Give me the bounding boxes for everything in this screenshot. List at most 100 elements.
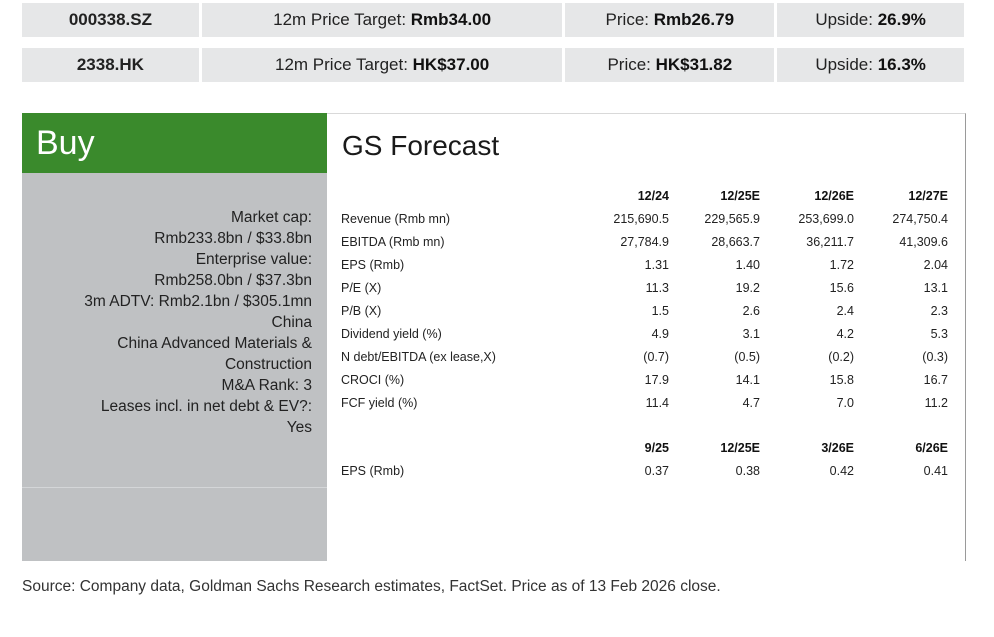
price-target: 12m Price Target: HK$37.00 [201, 48, 563, 82]
cell-value: 2.3 [930, 303, 948, 318]
cell-value: 0.38 [735, 463, 760, 478]
info-line: China [271, 314, 313, 331]
cell-value: 4.7 [742, 395, 760, 410]
table-row: EPS (Rmb) 0.37 0.38 0.42 0.41 [341, 459, 948, 482]
company-info-panel: Buy Market cap: Rmb233.8bn / $33.8bn Ent… [22, 113, 327, 561]
cell-value: 11.2 [924, 395, 948, 410]
price-target-value: HK$37.00 [412, 55, 490, 74]
table-header-row: 9/25 12/25E 3/26E 6/26E [341, 436, 948, 459]
rating-badge: Buy [22, 113, 327, 173]
info-line: Rmb258.0bn / $37.3bn [154, 272, 312, 289]
column-header: 9/25 [644, 440, 669, 455]
table-row: EPS (Rmb) 1.31 1.40 1.72 2.04 [341, 253, 948, 276]
cell-value: 4.9 [651, 326, 669, 341]
company-info-list: Market cap: Rmb233.8bn / $33.8bn Enterpr… [22, 207, 312, 438]
cell-value: 5.3 [930, 326, 948, 341]
cell-value: 41,309.6 [899, 234, 948, 249]
current-price: Price: HK$31.82 [565, 48, 775, 82]
table-header-row: 12/24 12/25E 12/26E 12/27E [341, 184, 948, 207]
price-label: Price: [607, 55, 656, 74]
cell-value: 253,699.0 [798, 211, 854, 226]
ticker-row: 000338.SZ 12m Price Target: Rmb34.00 Pri… [22, 3, 964, 37]
price-target-label: 12m Price Target: [275, 55, 413, 74]
cell-value: 274,750.4 [892, 211, 948, 226]
cell-value: 16.7 [923, 372, 948, 387]
table-row: CROCI (%) 17.9 14.1 15.8 16.7 [341, 368, 948, 391]
upside: Upside: 16.3% [777, 48, 964, 82]
cell-value: 4.2 [836, 326, 854, 341]
cell-value: 27,784.9 [620, 234, 669, 249]
table-row: EBITDA (Rmb mn) 27,784.9 28,663.7 36,211… [341, 230, 948, 253]
cell-value: 3.1 [742, 326, 760, 341]
table-row: Revenue (Rmb mn) 215,690.5 229,565.9 253… [341, 207, 948, 230]
cell-value: (0.2) [828, 349, 854, 364]
table-row: FCF yield (%) 11.4 4.7 7.0 11.2 [341, 391, 948, 414]
cell-value: 2.4 [836, 303, 854, 318]
forecast-title: GS Forecast [342, 130, 500, 161]
price-label: Price: [605, 10, 654, 29]
row-label: P/E (X) [341, 280, 382, 295]
upside-value: 26.9% [877, 10, 926, 29]
cell-value: 36,211.7 [806, 234, 854, 249]
cell-value: 0.42 [829, 463, 854, 478]
info-line: Enterprise value: [195, 251, 312, 268]
row-label: EPS (Rmb) [341, 257, 405, 272]
annual-forecast-table: 12/24 12/25E 12/26E 12/27E Revenue (Rmb … [341, 184, 948, 414]
row-label: N debt/EBITDA (ex lease,X) [341, 349, 496, 364]
upside-label: Upside: [815, 10, 878, 29]
column-header: 12/27E [908, 188, 948, 203]
cell-value: 28,663.7 [711, 234, 760, 249]
cell-value: 0.37 [644, 463, 669, 478]
quarterly-forecast-table: 9/25 12/25E 3/26E 6/26E EPS (Rmb) 0.37 0… [341, 436, 948, 482]
table-row: N debt/EBITDA (ex lease,X) (0.7) (0.5) (… [341, 345, 948, 368]
price-value: Rmb26.79 [653, 10, 735, 29]
info-line: Yes [286, 419, 312, 436]
ticker-symbol: 000338.SZ [22, 3, 199, 37]
upside-value: 16.3% [877, 55, 926, 74]
cell-value: 1.40 [735, 257, 760, 272]
current-price: Price: Rmb26.79 [565, 3, 775, 37]
row-label: FCF yield (%) [341, 395, 418, 410]
cell-value: 215,690.5 [613, 211, 669, 226]
info-line: 3m ADTV: Rmb2.1bn / $305.1mn [84, 293, 312, 310]
cell-value: 229,565.9 [704, 211, 760, 226]
ticker-symbol: 2338.HK [22, 48, 199, 82]
cell-value: 0.41 [923, 463, 948, 478]
row-label: Dividend yield (%) [341, 326, 442, 341]
column-header: 12/25E [720, 188, 760, 203]
divider [22, 487, 327, 488]
cell-value: 1.5 [651, 303, 669, 318]
column-header: 12/24 [637, 188, 669, 203]
cell-value: 2.6 [742, 303, 760, 318]
info-line: Rmb233.8bn / $33.8bn [154, 230, 312, 247]
row-label: EBITDA (Rmb mn) [341, 234, 445, 249]
price-value: HK$31.82 [655, 55, 733, 74]
cell-value: 13.1 [923, 280, 948, 295]
row-label: Revenue (Rmb mn) [341, 211, 451, 226]
ticker-row: 2338.HK 12m Price Target: HK$37.00 Price… [22, 48, 964, 82]
cell-value: 11.3 [645, 280, 669, 295]
row-label: CROCI (%) [341, 372, 405, 387]
price-target: 12m Price Target: Rmb34.00 [201, 3, 563, 37]
info-line: Construction [224, 356, 312, 373]
column-header: 6/26E [915, 440, 948, 455]
price-target-label: 12m Price Target: [273, 10, 411, 29]
cell-value: 1.31 [644, 257, 669, 272]
cell-value: 2.04 [923, 257, 948, 272]
upside-label: Upside: [815, 55, 878, 74]
cell-value: 1.72 [829, 257, 854, 272]
cell-value: (0.3) [922, 349, 948, 364]
column-header: 3/26E [821, 440, 854, 455]
cell-value: 14.1 [735, 372, 760, 387]
price-target-value: Rmb34.00 [410, 10, 492, 29]
cell-value: 11.4 [645, 395, 669, 410]
table-row: Dividend yield (%) 4.9 3.1 4.2 5.3 [341, 322, 948, 345]
table-row: P/E (X) 11.3 19.2 15.6 13.1 [341, 276, 948, 299]
cell-value: 15.8 [829, 372, 854, 387]
cell-value: (0.7) [643, 349, 669, 364]
column-header: 12/25E [720, 440, 760, 455]
info-line: M&A Rank: 3 [221, 377, 312, 394]
info-line: Market cap: [231, 209, 312, 226]
cell-value: 19.2 [735, 280, 760, 295]
source-note: Source: Company data, Goldman Sachs Rese… [22, 578, 721, 595]
